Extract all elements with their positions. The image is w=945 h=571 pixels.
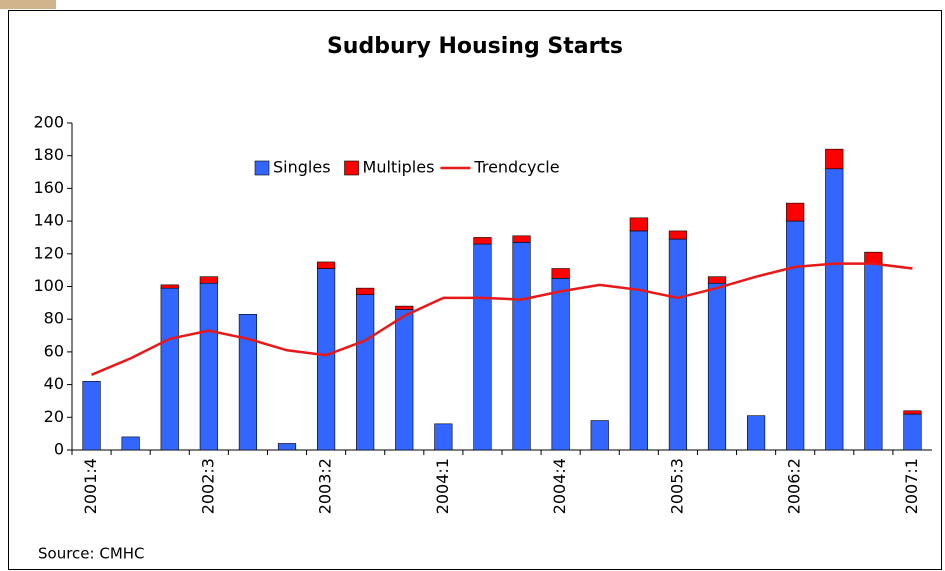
legend-swatch bbox=[254, 160, 270, 176]
bar bbox=[707, 282, 727, 451]
legend-swatch bbox=[344, 160, 359, 176]
bar bbox=[473, 243, 492, 451]
legend-label: Singles bbox=[273, 158, 331, 177]
corner-tab bbox=[0, 0, 56, 9]
bar bbox=[316, 261, 336, 269]
bar bbox=[825, 148, 844, 170]
bar bbox=[903, 413, 922, 451]
bar bbox=[668, 238, 688, 451]
x-tick-label: 2001:4 bbox=[81, 458, 100, 514]
bar bbox=[512, 235, 531, 243]
bar bbox=[395, 309, 414, 451]
bar bbox=[668, 230, 688, 240]
bar bbox=[199, 276, 218, 284]
bar bbox=[277, 443, 297, 451]
y-tick-label: 0 bbox=[54, 440, 64, 459]
y-tick-label: 180 bbox=[33, 145, 64, 164]
y-tick-label: 120 bbox=[33, 243, 64, 262]
bar bbox=[746, 415, 766, 451]
bar bbox=[590, 420, 609, 451]
source-note: Source: CMHC bbox=[38, 545, 145, 563]
y-tick-label: 60 bbox=[44, 341, 64, 360]
bar bbox=[160, 287, 179, 451]
bar bbox=[551, 268, 570, 279]
bar bbox=[903, 410, 922, 415]
bar bbox=[786, 220, 805, 451]
x-tick-label: 2007:1 bbox=[902, 458, 921, 514]
bar bbox=[434, 423, 453, 451]
bar bbox=[121, 436, 140, 451]
bar bbox=[786, 202, 805, 222]
y-tick-label: 40 bbox=[44, 374, 64, 393]
y-tick-label: 100 bbox=[33, 276, 64, 295]
y-tick-label: 80 bbox=[44, 309, 64, 328]
y-tick-label: 20 bbox=[44, 407, 64, 426]
bar bbox=[707, 276, 727, 284]
bar bbox=[864, 263, 883, 451]
y-tick-label: 160 bbox=[33, 178, 64, 197]
chart-title: Sudbury Housing Starts bbox=[327, 34, 623, 59]
bar bbox=[512, 242, 531, 451]
x-tick-label: 2006:2 bbox=[785, 458, 804, 514]
bar bbox=[629, 217, 648, 232]
x-tick-label: 2005:3 bbox=[667, 458, 686, 514]
bar bbox=[356, 294, 375, 451]
bar bbox=[629, 230, 648, 451]
bar bbox=[825, 168, 844, 451]
bar bbox=[238, 313, 258, 451]
bar bbox=[160, 284, 179, 289]
bar bbox=[864, 251, 883, 264]
bar bbox=[316, 268, 336, 451]
legend-label: Trendcycle bbox=[473, 158, 559, 177]
bar bbox=[395, 305, 414, 310]
bar bbox=[356, 287, 375, 295]
x-tick-label: 2003:2 bbox=[316, 458, 335, 514]
bar bbox=[199, 282, 218, 451]
legend-label: Multiples bbox=[363, 158, 435, 177]
trend-line bbox=[91, 262, 913, 376]
x-tick-label: 2004:1 bbox=[433, 458, 452, 514]
x-tick-label: 2002:3 bbox=[198, 458, 217, 514]
x-tick-label: 2004:4 bbox=[550, 458, 569, 514]
bar bbox=[473, 237, 492, 245]
bar bbox=[82, 381, 101, 451]
y-tick-label: 200 bbox=[33, 113, 64, 132]
bar bbox=[551, 278, 570, 451]
y-tick-label: 140 bbox=[33, 211, 64, 230]
